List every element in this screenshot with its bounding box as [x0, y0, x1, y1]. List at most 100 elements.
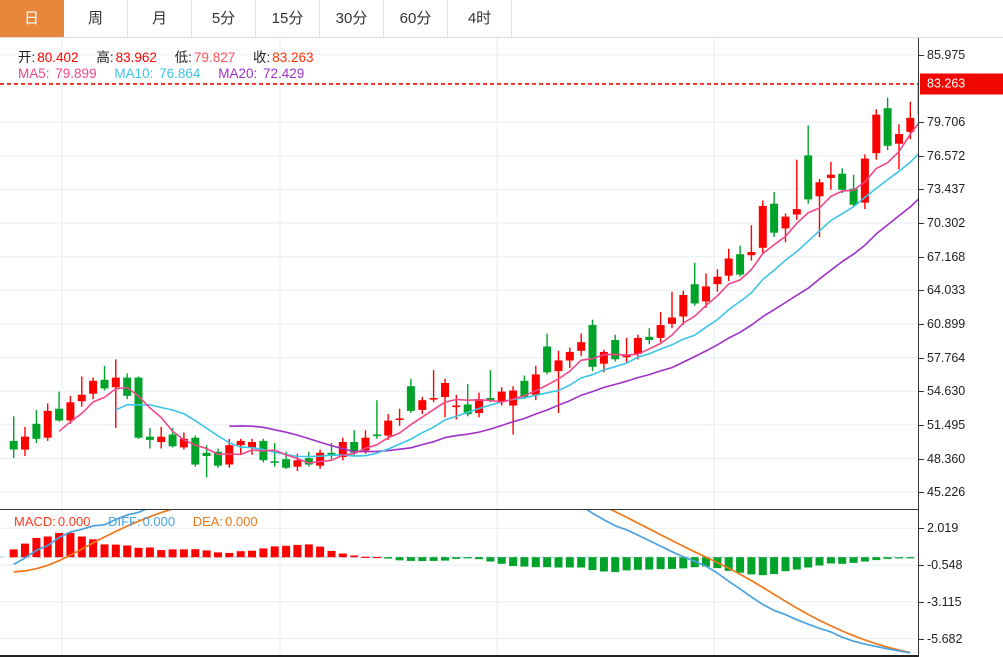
- candlestick: [123, 373, 132, 400]
- macd-histogram-bar: [736, 557, 745, 573]
- candlestick: [599, 349, 608, 373]
- candlestick: [758, 200, 767, 254]
- tab-3[interactable]: 5分: [192, 0, 256, 37]
- price-axis-label: 64.033: [927, 283, 966, 298]
- macd-histogram-bar: [202, 550, 211, 558]
- price-axis-tick: [919, 391, 924, 393]
- macd-histogram-bar: [838, 557, 847, 564]
- macd-axis-tick: [919, 638, 924, 640]
- candlestick: [77, 376, 86, 407]
- candlestick: [611, 334, 620, 362]
- macd-histogram-bar: [463, 557, 472, 559]
- price-axis-tick: [919, 189, 924, 191]
- candlestick: [713, 269, 722, 292]
- macd-histogram-bar: [645, 557, 654, 570]
- macd-histogram-bar: [236, 551, 245, 558]
- macd-histogram-bar: [543, 557, 552, 568]
- macd-histogram-bar: [520, 557, 529, 567]
- tabbar-spacer: [512, 0, 1003, 37]
- macd-histogram-bar: [531, 557, 540, 568]
- candlestick: [270, 443, 279, 467]
- candlestick: [475, 392, 483, 418]
- macd-histogram-bar: [248, 550, 256, 558]
- candlestick: [384, 414, 393, 440]
- candlestick: [724, 248, 733, 281]
- candlestick: [633, 334, 642, 360]
- candlestick: [134, 376, 143, 439]
- candlestick: [111, 359, 120, 429]
- tab-5[interactable]: 30分: [320, 0, 384, 37]
- price-axis-label: 57.764: [927, 350, 966, 365]
- tab-6[interactable]: 60分: [384, 0, 448, 37]
- candlestick: [690, 262, 699, 306]
- price-axis-tick: [919, 54, 924, 56]
- candlestick: [89, 377, 98, 400]
- candlestick: [66, 395, 75, 424]
- macd-histogram-bar: [179, 549, 188, 558]
- macd-histogram-bar: [849, 557, 858, 563]
- candlestick: [304, 451, 313, 467]
- price-axis-label: 85.975: [927, 47, 966, 62]
- macd-histogram-bar: [622, 557, 631, 571]
- macd-histogram-bar: [372, 556, 381, 559]
- macd-histogram-bar: [895, 557, 903, 559]
- macd-histogram-bar: [418, 557, 427, 562]
- macd-histogram-bar: [611, 557, 620, 573]
- candlestick: [406, 378, 415, 413]
- macd-axis-label: -3.115: [927, 594, 962, 609]
- macd-histogram-bar: [906, 557, 915, 559]
- candlestick: [179, 432, 188, 450]
- candlestick: [418, 396, 427, 415]
- tab-4[interactable]: 15分: [256, 0, 320, 37]
- macd-chart-panel[interactable]: [0, 510, 918, 657]
- macd-histogram-bar: [395, 557, 404, 561]
- price-chart-panel[interactable]: [0, 38, 918, 509]
- price-axis-tick: [919, 492, 924, 494]
- macd-histogram-bar: [191, 549, 200, 558]
- price-axis-tick: [919, 122, 924, 124]
- price-axis-tick: [919, 223, 924, 225]
- macd-histogram-bar: [554, 557, 563, 568]
- macd-histogram-bar: [9, 549, 18, 558]
- macd-histogram-bar: [384, 557, 393, 559]
- macd-histogram-bar: [781, 557, 790, 572]
- macd-axis-tick: [919, 528, 924, 530]
- candlestick: [21, 427, 29, 456]
- macd-axis-label: 2.019: [927, 521, 959, 536]
- candlestick: [441, 378, 449, 418]
- candlestick: [145, 428, 154, 449]
- candlestick: [429, 370, 438, 403]
- candlestick: [826, 161, 835, 190]
- tab-7[interactable]: 4时: [448, 0, 512, 37]
- candlestick: [702, 273, 710, 308]
- candlestick: [214, 448, 222, 468]
- macd-histogram-bar: [304, 544, 313, 558]
- price-axis-label: 51.495: [927, 417, 966, 432]
- candlestick: [872, 109, 881, 160]
- macd-histogram-bar: [758, 557, 767, 576]
- tab-2[interactable]: 月: [128, 0, 192, 37]
- tab-1[interactable]: 周: [64, 0, 128, 37]
- macd-histogram-bar: [509, 557, 518, 567]
- price-axis: 85.975 83.263 79.706 76.572 73.437 70.302 67.1…: [918, 38, 1003, 657]
- candlestick: [770, 191, 779, 237]
- macd-histogram-bar: [565, 557, 574, 568]
- macd-axis-label: -0.548: [927, 558, 963, 573]
- macd-histogram-bar: [111, 544, 120, 558]
- macd-histogram-bar: [815, 557, 824, 566]
- price-axis-label: 79.706: [927, 115, 966, 130]
- macd-histogram-bar: [872, 557, 881, 561]
- candlestick: [577, 333, 586, 357]
- macd-histogram-bar: [214, 552, 222, 558]
- candlestick: [668, 291, 676, 329]
- macd-histogram-bar: [100, 544, 109, 558]
- macd-histogram-bar: [225, 552, 234, 558]
- tab-0[interactable]: 日: [0, 0, 64, 37]
- price-axis-tick: [919, 256, 924, 258]
- macd-histogram-bar: [361, 556, 370, 558]
- macd-axis-label: -5.682: [927, 631, 963, 646]
- macd-axis-tick: [919, 565, 924, 567]
- macd-histogram-bar: [32, 537, 41, 558]
- price-chart-svg: [0, 38, 918, 509]
- macd-histogram-bar: [327, 550, 336, 558]
